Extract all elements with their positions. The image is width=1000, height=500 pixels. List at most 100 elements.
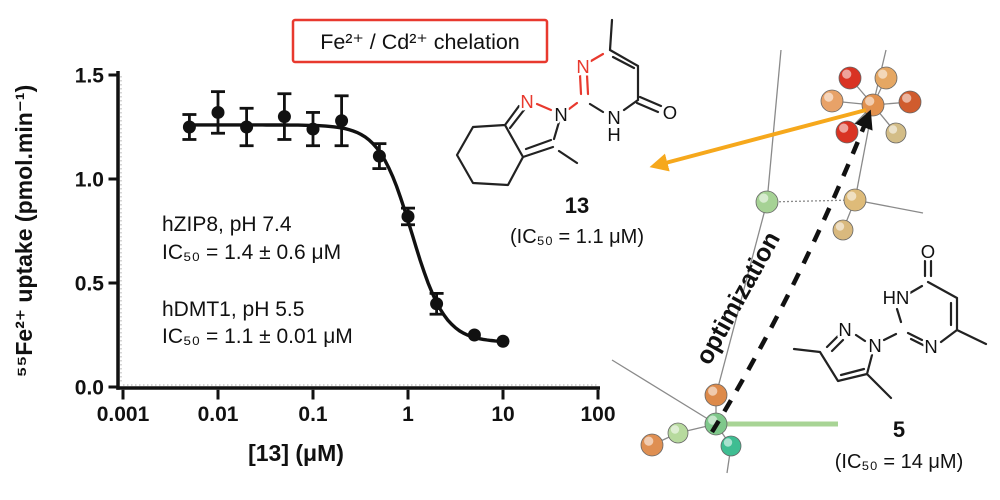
node-sphere-highlight xyxy=(723,438,733,447)
atom-h: H xyxy=(607,124,620,145)
atom-hn: HN xyxy=(883,287,910,308)
fit-curve xyxy=(187,123,504,344)
node-sphere-highlight xyxy=(708,415,718,425)
annotation-hzip8: hZIP8, pH 7.4 xyxy=(162,213,292,236)
molecule-5-structure: O HN N N N 5 (IC₅₀ = 14 μM) xyxy=(792,239,988,473)
node-sphere xyxy=(898,90,922,114)
compound-13-ic50: (IC₅₀ = 1.1 μM) xyxy=(510,226,644,248)
x-tick-label: 100 xyxy=(580,403,615,426)
node-sphere xyxy=(755,190,779,214)
network-node xyxy=(832,219,854,241)
optimization-label: optimization xyxy=(690,227,786,369)
network-edge xyxy=(766,49,782,203)
network-node xyxy=(755,190,779,214)
node-sphere-highlight xyxy=(824,92,834,102)
optimization-arrow xyxy=(710,109,873,434)
data-point xyxy=(467,328,481,342)
network-edge xyxy=(854,199,924,214)
data-point xyxy=(430,297,444,311)
node-sphere xyxy=(838,66,862,90)
node-sphere xyxy=(667,422,689,444)
node-sphere-highlight xyxy=(878,69,888,79)
data-point xyxy=(401,209,415,223)
x-tick-label: 1 xyxy=(402,403,414,426)
molecule-13-structure: N N H O N N 13 (IC₅₀ = 1.1 μM) xyxy=(455,18,680,248)
compound-5-number: 5 xyxy=(893,417,905,442)
chelation-box-label: Fe²⁺ / Cd²⁺ chelation xyxy=(320,30,520,54)
node-sphere xyxy=(861,93,885,117)
node-sphere xyxy=(885,122,907,144)
node-sphere-highlight xyxy=(847,191,857,201)
plot-annotations: hZIP8, pH 7.4 IC₅₀ = 1.4 ± 0.6 μM hDMT1,… xyxy=(162,213,353,348)
y-tick-label: 0.5 xyxy=(75,273,105,296)
chelation-title-box: Fe²⁺ / Cd²⁺ chelation xyxy=(291,18,549,64)
annotation-hdmt1-ic50: IC₅₀ = 1.1 ± 0.01 μM xyxy=(162,325,353,348)
atom-n1: N xyxy=(868,335,881,356)
data-point xyxy=(306,122,320,136)
data-point xyxy=(277,110,291,124)
data-point xyxy=(372,149,386,163)
network-edge xyxy=(854,104,874,201)
node-sphere xyxy=(640,433,664,457)
network-edge xyxy=(611,359,717,425)
network-node xyxy=(820,89,844,113)
node-sphere-highlight xyxy=(670,425,680,434)
node-sphere-highlight xyxy=(888,125,898,134)
y-tick-label: 1.0 xyxy=(75,169,104,192)
atom-n3: N xyxy=(924,336,937,357)
data-point xyxy=(240,120,254,134)
node-sphere xyxy=(704,383,728,407)
annotation-hzip8-ic50: IC₅₀ = 1.4 ± 0.6 μM xyxy=(162,241,341,264)
network-edge-dotted xyxy=(766,199,856,203)
network-node xyxy=(874,66,898,90)
y-tick-label: 1.5 xyxy=(75,65,105,88)
network-node xyxy=(835,120,859,144)
node-sphere-highlight xyxy=(902,93,912,103)
x-tick-label: 10 xyxy=(491,403,514,426)
data-point xyxy=(182,120,196,134)
y-axis-label: ⁵⁵Fe²⁺ uptake (pmol.min⁻¹) xyxy=(11,85,37,378)
atom-n-pyrimidine: N xyxy=(576,56,589,77)
node-sphere-highlight xyxy=(708,386,718,396)
node-sphere xyxy=(843,188,867,212)
network-node xyxy=(885,122,907,144)
node-sphere xyxy=(835,120,859,144)
x-tick-label: 0.01 xyxy=(198,403,239,426)
network-node xyxy=(898,90,922,114)
molecule-13-bonds xyxy=(455,18,663,187)
network-node xyxy=(704,383,728,407)
x-tick-label: 0.1 xyxy=(298,403,328,426)
hit-to-structure-arrow xyxy=(649,108,867,172)
node-sphere-highlight xyxy=(842,69,852,79)
data-point xyxy=(335,114,349,128)
node-sphere-highlight xyxy=(644,436,654,446)
compound-5-ic50: (IC₅₀ = 14 μM) xyxy=(835,451,963,473)
chelation-box-border xyxy=(291,18,549,64)
data-point xyxy=(211,105,225,119)
molecule-13-highlighted-bonds xyxy=(535,52,605,112)
node-sphere-highlight xyxy=(839,123,849,133)
network-node xyxy=(861,93,885,117)
network-node xyxy=(843,188,867,212)
node-sphere xyxy=(832,219,854,241)
node-sphere xyxy=(820,89,844,113)
node-sphere-highlight xyxy=(835,222,845,231)
y-tick-label: 0.0 xyxy=(75,377,104,400)
atom-n-pyrazole: N xyxy=(554,104,567,125)
atom-n-pyrazole-red: N xyxy=(520,91,533,112)
atom-o: O xyxy=(921,241,935,262)
node-sphere xyxy=(874,66,898,90)
molecule-5-bonds xyxy=(792,259,988,400)
node-sphere-highlight xyxy=(865,96,875,106)
plot-series xyxy=(182,90,510,348)
network-edge xyxy=(715,201,768,396)
plot-axes: 0.001 0.01 0.1 1 10 100 0.0 0.5 1.0 1.5 xyxy=(75,65,616,427)
node-sphere xyxy=(720,435,742,457)
network-node xyxy=(667,422,689,444)
network-node xyxy=(838,66,862,90)
data-point xyxy=(496,334,510,348)
x-tick-label: 0.001 xyxy=(97,403,150,426)
atom-n3h: N xyxy=(607,107,620,128)
